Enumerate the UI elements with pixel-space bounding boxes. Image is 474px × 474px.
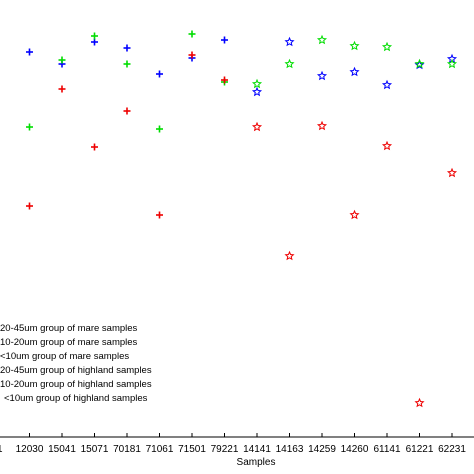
point-s1-71501 bbox=[188, 30, 196, 38]
point-s2-15041 bbox=[58, 85, 66, 93]
point-s5-14141 bbox=[251, 121, 263, 132]
x-tick-label-14163: 14163 bbox=[276, 444, 304, 455]
x-tick-label-12030: 12030 bbox=[16, 444, 44, 455]
legend-entry-2: 10-20um group of mare samples bbox=[0, 337, 138, 348]
point-s3-14141 bbox=[251, 86, 263, 97]
point-s0-12030 bbox=[26, 48, 33, 56]
point-s0-15071 bbox=[91, 38, 98, 46]
point-s4-61141 bbox=[381, 41, 393, 52]
point-s4-61221 bbox=[414, 58, 425, 69]
point-s2-70181 bbox=[123, 107, 131, 115]
point-s2-71061 bbox=[156, 211, 163, 219]
point-s3-61141 bbox=[381, 79, 393, 90]
point-s5-62231 bbox=[446, 167, 458, 178]
point-s5-14260 bbox=[349, 209, 360, 220]
point-s4-14163 bbox=[284, 58, 295, 69]
x-tick-label-14141: 14141 bbox=[243, 444, 271, 455]
point-s4-14259 bbox=[316, 34, 328, 45]
x-tick-label-15071: 15071 bbox=[81, 444, 109, 455]
point-s5-14163 bbox=[284, 250, 295, 261]
point-s1-15041 bbox=[58, 56, 66, 64]
x-tick-label-71501: 71501 bbox=[178, 444, 206, 455]
point-s4-62231 bbox=[446, 58, 458, 69]
x-tick-labels: 01 12030 15041 15071 70181 71061 71501 79221 141… bbox=[0, 444, 466, 455]
legend-entry-1: 20-45um group of mare samples bbox=[0, 323, 138, 334]
legend-entry-6: <10um group of highland samples bbox=[4, 393, 148, 404]
point-s0-71061 bbox=[156, 70, 163, 78]
x-tick-label-61141: 61141 bbox=[373, 444, 401, 455]
point-s2-12030 bbox=[26, 202, 33, 210]
point-s1-15071 bbox=[91, 32, 98, 40]
x-tick-label-62231: 62231 bbox=[438, 444, 466, 455]
data-points bbox=[26, 30, 458, 408]
point-s4-14141 bbox=[251, 78, 263, 89]
x-ticks bbox=[29, 433, 453, 437]
legend-entry-3: <10um group of mare samples bbox=[0, 351, 129, 362]
point-s1-70181 bbox=[123, 60, 131, 68]
point-s1-12030 bbox=[26, 123, 33, 131]
point-s2-79221 bbox=[221, 76, 228, 84]
point-s2-71501 bbox=[188, 51, 196, 59]
legend-entry-4: 20-45um group of highland samples bbox=[0, 365, 152, 376]
point-s3-14259 bbox=[316, 70, 328, 81]
point-s5-61221 bbox=[414, 397, 425, 408]
point-s4-14260 bbox=[349, 40, 360, 51]
point-s0-79221 bbox=[221, 36, 228, 44]
point-s0-70181 bbox=[123, 44, 131, 52]
point-s5-14259 bbox=[316, 120, 328, 131]
x-tick-label-71061: 71061 bbox=[146, 444, 174, 455]
x-tick-label-15041: 15041 bbox=[48, 444, 76, 455]
x-tick-label-79221: 79221 bbox=[211, 444, 239, 455]
x-tick-label-14259: 14259 bbox=[308, 444, 336, 455]
x-tick-label-14260: 14260 bbox=[341, 444, 369, 455]
point-s3-14260 bbox=[349, 66, 360, 77]
legend-entry-5: 10-20um group of highland samples bbox=[0, 379, 152, 390]
point-s1-71061 bbox=[156, 125, 163, 133]
point-s5-61141 bbox=[381, 140, 393, 151]
point-s2-15071 bbox=[91, 143, 98, 151]
legend: 20-45um group of mare samples 10-20um gro… bbox=[0, 323, 152, 404]
point-s3-14163 bbox=[284, 36, 295, 47]
x-tick-label-61221: 61221 bbox=[406, 444, 434, 455]
x-axis-title: Samples bbox=[237, 457, 276, 468]
x-tick-label-01: 01 bbox=[0, 444, 3, 455]
x-tick-label-70181: 70181 bbox=[113, 444, 141, 455]
